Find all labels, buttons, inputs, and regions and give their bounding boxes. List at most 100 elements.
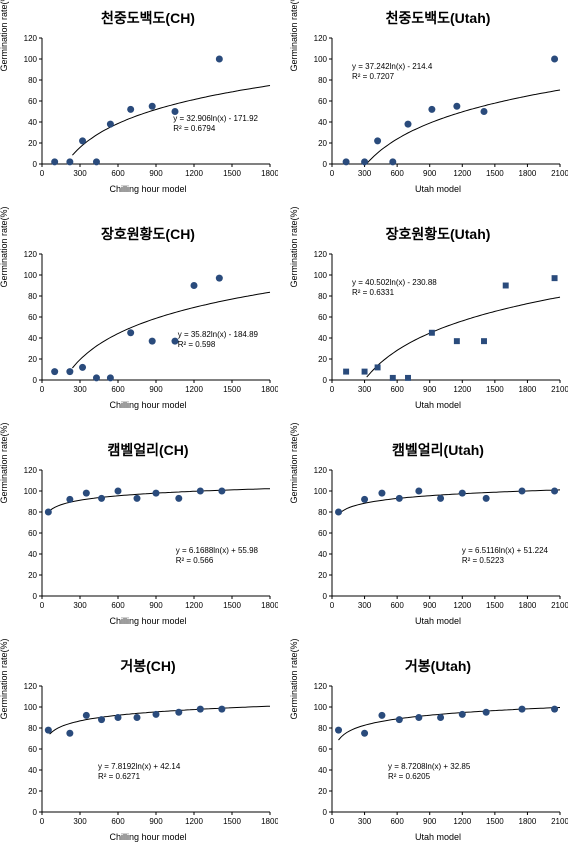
- svg-text:0: 0: [40, 817, 45, 826]
- svg-text:900: 900: [423, 817, 437, 826]
- svg-text:80: 80: [28, 292, 37, 301]
- chart-area: Germination rate(%) 02040608010012003006…: [298, 464, 568, 614]
- svg-text:1500: 1500: [223, 385, 241, 394]
- y-axis-label: Germination rate(%): [289, 422, 299, 503]
- svg-text:300: 300: [73, 169, 87, 178]
- svg-text:40: 40: [28, 766, 37, 775]
- svg-text:2100: 2100: [551, 169, 568, 178]
- svg-text:600: 600: [111, 817, 125, 826]
- chart-panel-6: 거봉(CH) Germination rate(%) 0204060801001…: [8, 656, 288, 842]
- svg-text:20: 20: [28, 139, 37, 148]
- svg-text:1500: 1500: [486, 385, 504, 394]
- svg-text:100: 100: [314, 271, 328, 280]
- svg-text:40: 40: [318, 550, 327, 559]
- svg-text:60: 60: [318, 313, 327, 322]
- svg-text:1800: 1800: [519, 817, 537, 826]
- chart-panel-2: 장호원황도(CH) Germination rate(%) 0204060801…: [8, 224, 288, 410]
- equation-text: y = 37.242ln(x) - 214.4 R² = 0.7207: [352, 62, 432, 83]
- svg-text:900: 900: [423, 385, 437, 394]
- chart-title: 천중도백도(Utah): [298, 8, 578, 28]
- svg-text:2100: 2100: [551, 601, 568, 610]
- y-axis-label: Germination rate(%): [0, 0, 9, 71]
- svg-text:600: 600: [390, 601, 404, 610]
- y-axis-label: Germination rate(%): [0, 206, 9, 287]
- svg-text:80: 80: [318, 508, 327, 517]
- y-axis-label: Germination rate(%): [289, 0, 299, 71]
- svg-text:0: 0: [33, 160, 38, 169]
- equation-text: y = 6.5116ln(x) + 51.224 R² = 0.5223: [462, 546, 548, 567]
- svg-text:120: 120: [314, 466, 328, 475]
- x-axis-label: Utah model: [298, 184, 578, 194]
- x-axis-label: Chilling hour model: [8, 616, 288, 626]
- svg-text:1800: 1800: [519, 385, 537, 394]
- svg-text:1500: 1500: [223, 601, 241, 610]
- svg-text:600: 600: [390, 385, 404, 394]
- svg-text:0: 0: [330, 601, 335, 610]
- svg-text:120: 120: [24, 466, 38, 475]
- equation-text: y = 8.7208ln(x) + 32.85 R² = 0.6205: [388, 762, 470, 783]
- svg-text:300: 300: [358, 169, 372, 178]
- svg-text:40: 40: [318, 118, 327, 127]
- svg-text:0: 0: [33, 592, 38, 601]
- svg-text:20: 20: [318, 139, 327, 148]
- svg-text:100: 100: [24, 55, 38, 64]
- svg-text:2100: 2100: [551, 385, 568, 394]
- svg-text:100: 100: [314, 55, 328, 64]
- y-axis-label: Germination rate(%): [289, 206, 299, 287]
- svg-text:40: 40: [318, 334, 327, 343]
- equation-text: y = 7.8192ln(x) + 42.14 R² = 0.6271: [98, 762, 180, 783]
- svg-text:0: 0: [33, 376, 38, 385]
- equation-text: y = 6.1688ln(x) + 55.98 R² = 0.566: [176, 546, 258, 567]
- svg-text:1200: 1200: [453, 385, 471, 394]
- chart-panel-5: 캠벨얼리(Utah) Germination rate(%) 020406080…: [298, 440, 578, 626]
- svg-text:1800: 1800: [261, 385, 278, 394]
- svg-text:20: 20: [28, 355, 37, 364]
- svg-text:80: 80: [318, 724, 327, 733]
- chart-panel-4: 캠벨얼리(CH) Germination rate(%) 02040608010…: [8, 440, 288, 626]
- svg-text:600: 600: [390, 817, 404, 826]
- svg-text:80: 80: [318, 292, 327, 301]
- svg-text:900: 900: [423, 601, 437, 610]
- svg-text:2100: 2100: [551, 817, 568, 826]
- x-axis-label: Chilling hour model: [8, 832, 288, 842]
- svg-text:120: 120: [24, 250, 38, 259]
- svg-text:300: 300: [73, 817, 87, 826]
- svg-text:60: 60: [28, 313, 37, 322]
- svg-text:120: 120: [24, 682, 38, 691]
- svg-text:120: 120: [314, 682, 328, 691]
- chart-panel-3: 장호원황도(Utah) Germination rate(%) 02040608…: [298, 224, 578, 410]
- svg-text:1200: 1200: [453, 817, 471, 826]
- chart-title: 캠벨얼리(CH): [8, 440, 288, 460]
- svg-text:1200: 1200: [185, 385, 203, 394]
- svg-text:40: 40: [318, 766, 327, 775]
- chart-title: 천중도백도(CH): [8, 8, 288, 28]
- chart-area: Germination rate(%) 02040608010012003006…: [8, 248, 278, 398]
- svg-text:1800: 1800: [519, 601, 537, 610]
- chart-area: Germination rate(%) 02040608010012003006…: [8, 464, 278, 614]
- svg-text:60: 60: [28, 529, 37, 538]
- svg-text:600: 600: [111, 385, 125, 394]
- svg-text:0: 0: [330, 817, 335, 826]
- svg-text:60: 60: [318, 529, 327, 538]
- chart-title: 거봉(CH): [8, 656, 288, 676]
- svg-text:80: 80: [28, 724, 37, 733]
- chart-area: Germination rate(%) 02040608010012003006…: [298, 248, 568, 398]
- svg-text:1200: 1200: [185, 817, 203, 826]
- svg-text:40: 40: [28, 550, 37, 559]
- svg-text:300: 300: [73, 385, 87, 394]
- chart-panel-0: 천중도백도(CH) Germination rate(%) 0204060801…: [8, 8, 288, 194]
- svg-text:300: 300: [358, 601, 372, 610]
- svg-text:0: 0: [33, 808, 38, 817]
- chart-area: Germination rate(%) 02040608010012003006…: [298, 32, 568, 182]
- svg-text:80: 80: [318, 76, 327, 85]
- svg-text:1200: 1200: [185, 169, 203, 178]
- chart-area: Germination rate(%) 02040608010012003006…: [298, 680, 568, 830]
- chart-panel-1: 천중도백도(Utah) Germination rate(%) 02040608…: [298, 8, 578, 194]
- svg-text:300: 300: [73, 601, 87, 610]
- x-axis-label: Utah model: [298, 400, 578, 410]
- svg-text:1500: 1500: [223, 817, 241, 826]
- svg-text:20: 20: [28, 571, 37, 580]
- svg-text:900: 900: [149, 817, 163, 826]
- equation-text: y = 35.82ln(x) - 184.89 R² = 0.598: [178, 330, 258, 351]
- x-axis-label: Chilling hour model: [8, 400, 288, 410]
